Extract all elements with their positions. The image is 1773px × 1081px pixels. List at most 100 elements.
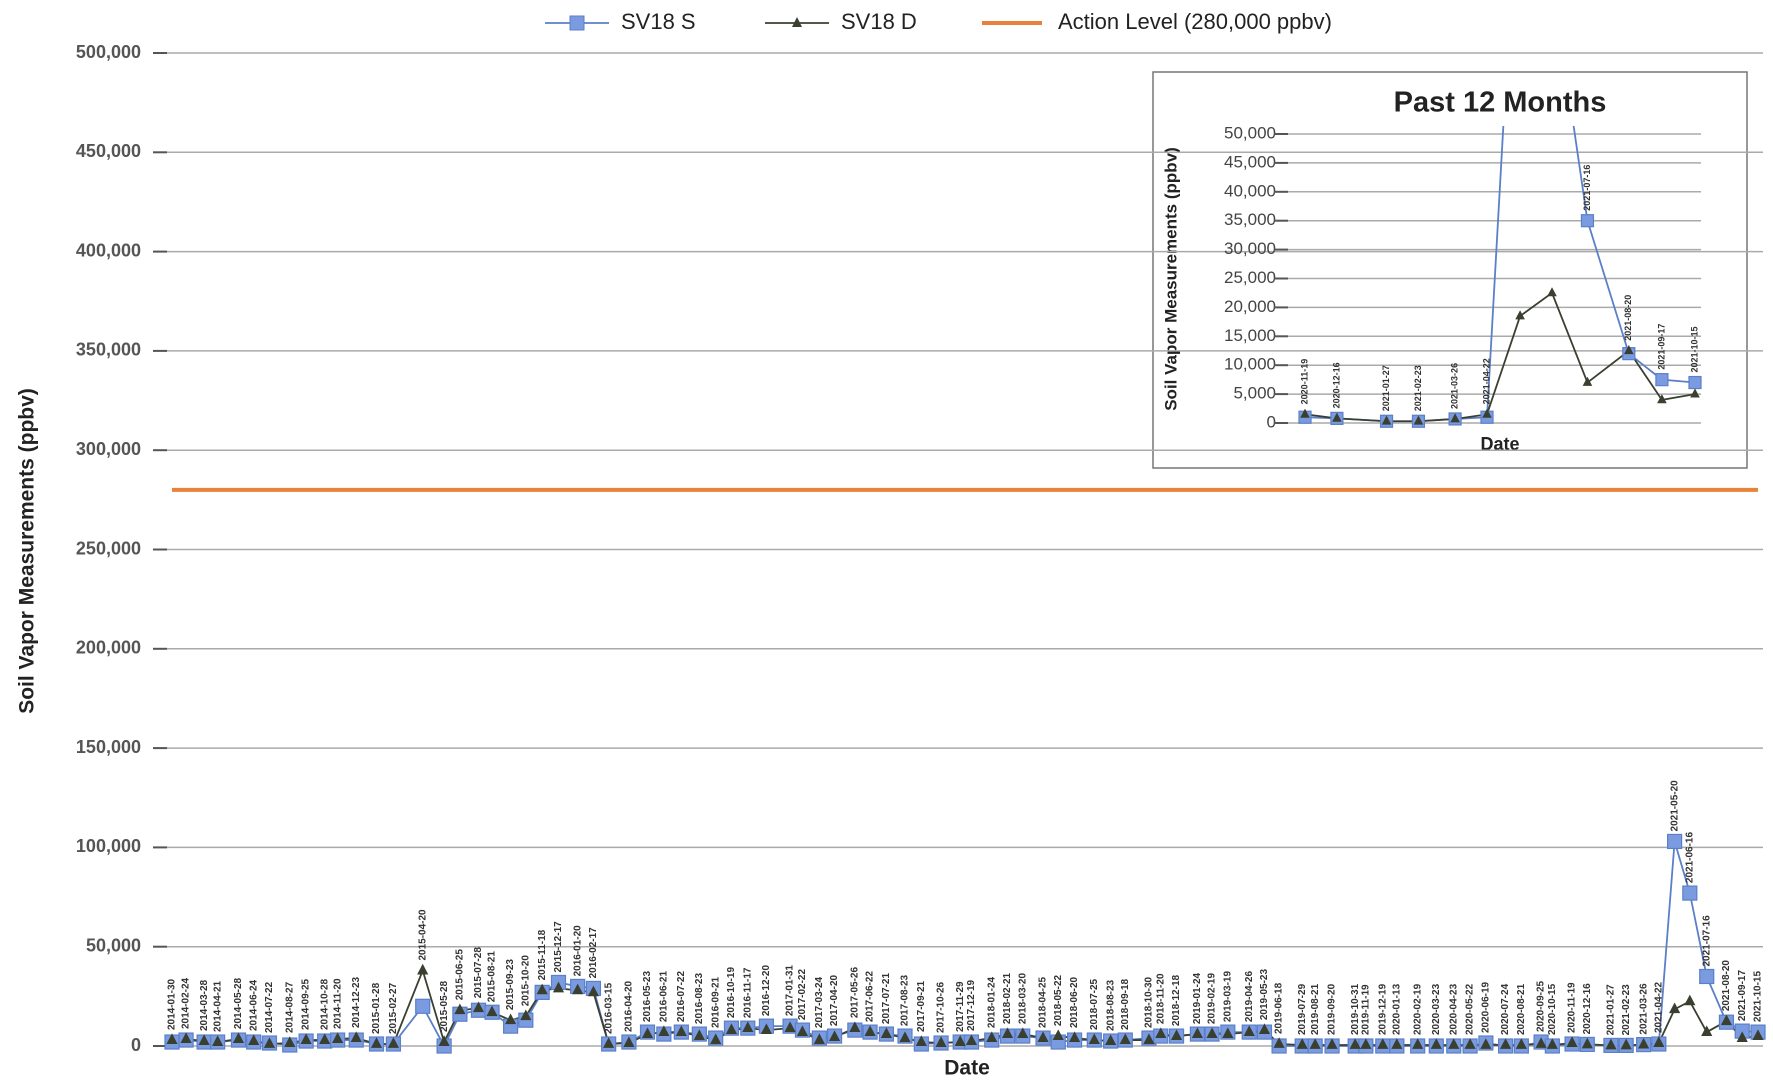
data-point [1464,1038,1476,1049]
data-point [536,983,548,995]
data-point [1037,1031,1049,1042]
legend-marker [569,15,585,31]
y-tick-label: 45,000 [1224,152,1276,171]
date-label: 2020-03-23 [1431,983,1442,1035]
data-point [1667,833,1683,850]
y-tick-label: 500,000 [76,42,141,62]
date-label: 2020-06-19 [1481,981,1492,1033]
data-point [1653,1036,1665,1047]
date-label: 2021-09-17 [1737,970,1748,1022]
date-label: 2016-08-23 [694,972,705,1024]
date-label: 2014-01-30 [167,978,178,1030]
date-label: 2015-12-17 [553,921,564,973]
data-point [1620,1038,1632,1050]
data-point [232,1032,245,1043]
date-label: 2017-03-24 [814,976,825,1028]
data-point [212,1035,224,1046]
y-tick-label: 20,000 [1224,297,1276,316]
inset-y-axis-title: Soil Vapor Measurements (ppbv) [1161,147,1180,411]
data-point [864,1025,876,1037]
data-point [1349,1038,1361,1049]
date-label: 2016-10-19 [726,967,737,1019]
date-label: 2017-09-21 [916,980,927,1032]
date-label: 2021-02-23 [1413,365,1423,411]
y-tick-label: 40,000 [1224,181,1276,200]
data-point [1699,968,1715,985]
data-point [1638,1037,1650,1049]
date-label: 2015-01-28 [371,982,382,1034]
y-tick-label: 5,000 [1233,384,1276,403]
inset-x-axis-title: Date [1480,434,1519,454]
y-tick-label: 450,000 [76,141,141,161]
date-label: 2020-04-23 [1448,983,1459,1035]
y-tick-label: 400,000 [76,240,141,260]
data-point [1752,1029,1764,1040]
data-point [880,1027,893,1039]
y-tick-label: 100,000 [76,836,141,856]
date-label: 2019-03-19 [1222,971,1233,1023]
date-label: 2021-08-20 [1623,295,1633,341]
y-tick-label: 50,000 [1224,123,1276,142]
date-label: 2020-10-15 [1547,983,1558,1035]
data-point [725,1023,738,1035]
date-label: 2018-11-20 [1155,973,1166,1024]
data-point [1580,214,1595,228]
date-label: 2021-01-27 [1381,365,1391,411]
data-point [332,1032,344,1043]
date-label: 2014-08-27 [284,981,295,1033]
data-point [284,1036,296,1047]
date-label: 2017-02-22 [797,969,808,1021]
y-tick-label: 30,000 [1224,239,1276,258]
y-tick-label: 150,000 [76,737,141,757]
date-label: 2016-07-22 [676,971,687,1023]
date-label: 2016-01-20 [572,925,583,977]
date-label: 2018-09-18 [1120,978,1131,1030]
y-tick-label: 15,000 [1224,326,1276,345]
data-point [1736,1031,1748,1042]
date-label: 2016-12-20 [761,965,772,1017]
legend-label: Action Level (280,000 ppbv) [1058,9,1332,34]
date-label: 2017-07-21 [881,972,892,1024]
data-point [658,1025,670,1037]
y-tick-label: 35,000 [1224,210,1276,229]
inset-frame [1152,71,1748,469]
date-label: 2018-03-20 [1017,972,1028,1024]
data-point [1381,415,1392,425]
data-point [675,1025,687,1037]
data-point [1412,1038,1424,1049]
data-point [899,1031,911,1042]
legend-label: SV18 S [621,9,696,34]
data-point [813,1033,825,1044]
y-tick-label: 250,000 [76,538,141,558]
data-point [1684,994,1696,1006]
data-point [1052,1029,1064,1040]
date-label: 2020-02-19 [1412,983,1423,1035]
date-label: 2017-01-31 [785,965,796,1017]
data-point [603,1037,615,1048]
date-label: 2014-02-24 [181,977,192,1029]
data-point [760,1023,772,1035]
date-label: 2016-09-21 [710,976,721,1028]
data-point [1332,412,1342,422]
date-label: 2015-02-27 [388,982,399,1034]
date-label: 2021-01-27 [1606,984,1617,1036]
data-point [1682,885,1698,901]
data-point [472,1001,485,1013]
date-label: 2019-12-19 [1377,983,1388,1035]
date-label: 2016-04-20 [624,980,635,1032]
data-point [1413,415,1424,425]
date-label: 2019-04-26 [1244,971,1255,1023]
data-point [1170,1029,1183,1040]
data-point [486,1005,498,1017]
data-point [986,1031,998,1042]
date-label: 2019-10-31 [1350,983,1361,1035]
plot-area: 2014-01-30 2014-02-24 2014-03-28 2014-04-21… [164,780,1766,1054]
date-label: 2017-10-26 [936,981,947,1033]
date-label: 2021-10-15 [1689,326,1699,372]
date-label: 2016-02-17 [588,927,599,979]
data-point [370,1037,383,1048]
data-point [587,985,600,997]
data-point [1258,1023,1271,1035]
date-label: 2014-09-25 [301,978,312,1030]
y-tick-label: 10,000 [1224,355,1276,374]
